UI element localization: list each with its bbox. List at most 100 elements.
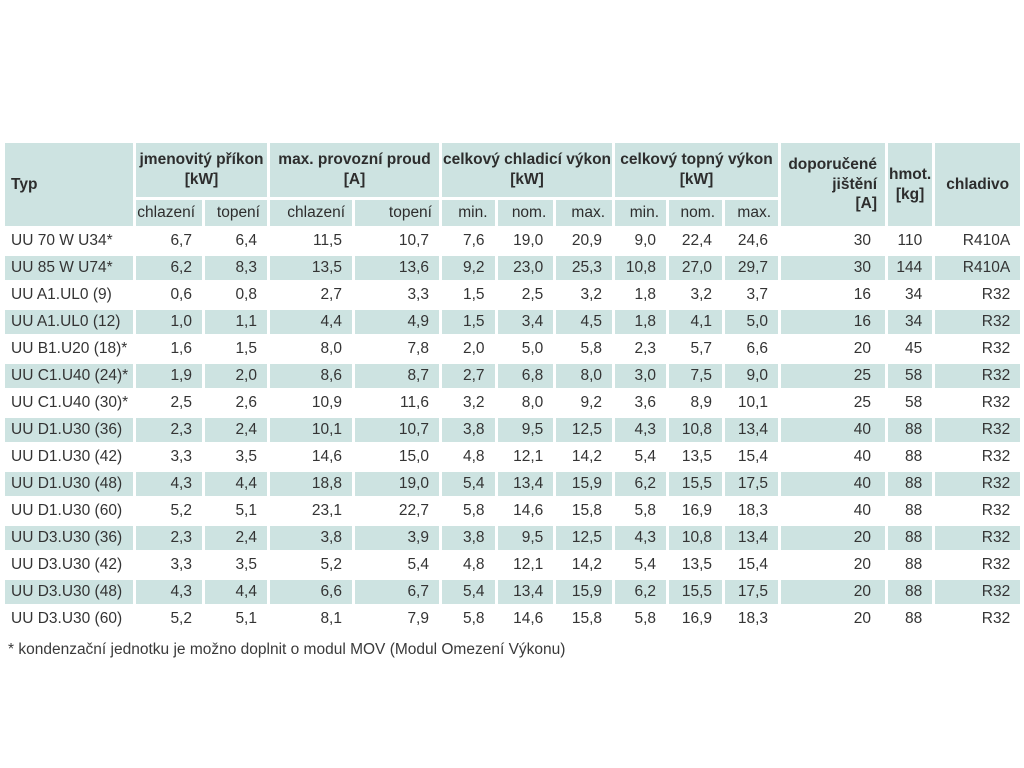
- value-cell: 1,5: [205, 337, 267, 361]
- value-cell: 5,7: [669, 337, 723, 361]
- value-cell: 110: [888, 229, 933, 253]
- value-cell: 3,5: [205, 553, 267, 577]
- subheader-min: min.: [615, 200, 667, 226]
- value-cell: 14,6: [270, 445, 352, 469]
- value-cell: 3,2: [669, 283, 723, 307]
- value-cell: R32: [935, 418, 1021, 442]
- value-cell: 23,1: [270, 499, 352, 523]
- value-cell: R32: [935, 391, 1021, 415]
- value-cell: 9,0: [615, 229, 667, 253]
- value-cell: 5,4: [615, 553, 667, 577]
- value-cell: 6,6: [270, 580, 352, 604]
- value-cell: 7,9: [355, 607, 439, 631]
- row-type-cell: UU A1.UL0 (9): [5, 283, 133, 307]
- value-cell: 1,8: [615, 310, 667, 334]
- value-cell: 40: [781, 445, 886, 469]
- group-label: max. provozní proud: [278, 150, 431, 168]
- row-type-cell: UU D3.U30 (60): [5, 607, 133, 631]
- value-cell: 5,8: [442, 499, 495, 523]
- table-row: UU D1.U30 (36) 2,3 2,4 10,1 10,7 3,8 9,5 12,5 4,…: [5, 418, 1021, 442]
- value-cell: 10,8: [669, 526, 723, 550]
- value-cell: 27,0: [669, 256, 723, 280]
- value-cell: 5,4: [615, 445, 667, 469]
- value-cell: 6,2: [615, 580, 667, 604]
- value-cell: 6,7: [355, 580, 439, 604]
- value-cell: 88: [888, 499, 933, 523]
- value-cell: 15,9: [556, 580, 613, 604]
- value-cell: 12,5: [556, 418, 613, 442]
- value-cell: 10,9: [270, 391, 352, 415]
- value-cell: 20: [781, 580, 886, 604]
- header-unit: [A]: [855, 195, 878, 213]
- row-type-cell: UU C1.U40 (30)*: [5, 391, 133, 415]
- value-cell: 5,8: [556, 337, 613, 361]
- value-cell: 14,6: [497, 607, 554, 631]
- value-cell: 8,0: [270, 337, 352, 361]
- value-cell: 9,5: [497, 418, 554, 442]
- value-cell: 1,5: [442, 283, 495, 307]
- value-cell: 4,3: [136, 580, 202, 604]
- value-cell: R32: [935, 445, 1021, 469]
- value-cell: 25,3: [556, 256, 613, 280]
- value-cell: 5,4: [442, 580, 495, 604]
- table-row: UU D3.U30 (48) 4,3 4,4 6,6 6,7 5,4 13,4 15,9 6,2…: [5, 580, 1021, 604]
- value-cell: 10,7: [355, 418, 439, 442]
- table-row: UU A1.UL0 (9) 0,6 0,8 2,7 3,3 1,5 2,5 3,2 1,8 3,2…: [5, 283, 1021, 307]
- value-cell: 2,3: [615, 337, 667, 361]
- spec-table: Typ jmenovitý příkon [kW] max. provozní …: [2, 140, 1023, 634]
- group-label: celkový chladicí výkon: [443, 150, 612, 168]
- table-row: UU B1.U20 (18)* 1,6 1,5 8,0 7,8 2,0 5,0 5,8 2,3 5…: [5, 337, 1021, 361]
- value-cell: 5,2: [136, 499, 202, 523]
- value-cell: 17,5: [725, 472, 779, 496]
- value-cell: 2,5: [136, 391, 202, 415]
- value-cell: 4,4: [270, 310, 352, 334]
- value-cell: 12,1: [497, 445, 554, 469]
- value-cell: 4,5: [556, 310, 613, 334]
- value-cell: 25: [781, 364, 886, 388]
- value-cell: 4,8: [442, 553, 495, 577]
- value-cell: 3,9: [355, 526, 439, 550]
- value-cell: 15,5: [669, 580, 723, 604]
- value-cell: 18,3: [725, 607, 779, 631]
- value-cell: 8,0: [497, 391, 554, 415]
- value-cell: R32: [935, 364, 1021, 388]
- value-cell: 5,2: [270, 553, 352, 577]
- value-cell: 3,8: [270, 526, 352, 550]
- table-row: UU D3.U30 (36) 2,3 2,4 3,8 3,9 3,8 9,5 12,5 4,3 1…: [5, 526, 1021, 550]
- header-label: hmot.: [889, 166, 932, 184]
- value-cell: 13,5: [669, 553, 723, 577]
- value-cell: 5,4: [442, 472, 495, 496]
- value-cell: 15,9: [556, 472, 613, 496]
- value-cell: 2,7: [270, 283, 352, 307]
- table-body: UU 70 W U34* 6,7 6,4 11,5 10,7 7,6 19,0 20,9 9,0…: [5, 229, 1021, 631]
- value-cell: 88: [888, 445, 933, 469]
- subheader-chlazeni: chlazení: [270, 200, 352, 226]
- value-cell: R32: [935, 499, 1021, 523]
- value-cell: 144: [888, 256, 933, 280]
- value-cell: 11,6: [355, 391, 439, 415]
- value-cell: 13,4: [497, 472, 554, 496]
- row-type-cell: UU A1.UL0 (12): [5, 310, 133, 334]
- value-cell: 13,4: [497, 580, 554, 604]
- value-cell: 58: [888, 364, 933, 388]
- subheader-nom: nom.: [497, 200, 554, 226]
- subheader-chlazeni: chlazení: [136, 200, 202, 226]
- table-row: UU C1.U40 (30)* 2,5 2,6 10,9 11,6 3,2 8,0 9,2 3,…: [5, 391, 1021, 415]
- row-type-cell: UU C1.U40 (24)*: [5, 364, 133, 388]
- table-row: UU D1.U30 (48) 4,3 4,4 18,8 19,0 5,4 13,4 15,9 6…: [5, 472, 1021, 496]
- row-type-cell: UU D3.U30 (36): [5, 526, 133, 550]
- value-cell: 6,7: [136, 229, 202, 253]
- value-cell: 19,0: [355, 472, 439, 496]
- column-group-chladici-vykon: celkový chladicí výkon [kW]: [442, 143, 613, 197]
- value-cell: 9,2: [556, 391, 613, 415]
- value-cell: 4,3: [136, 472, 202, 496]
- value-cell: 88: [888, 607, 933, 631]
- value-cell: 4,1: [669, 310, 723, 334]
- value-cell: 3,2: [556, 283, 613, 307]
- header-label: doporučené jištění: [788, 156, 878, 193]
- value-cell: 2,6: [205, 391, 267, 415]
- value-cell: 34: [888, 283, 933, 307]
- value-cell: 2,0: [442, 337, 495, 361]
- value-cell: 88: [888, 526, 933, 550]
